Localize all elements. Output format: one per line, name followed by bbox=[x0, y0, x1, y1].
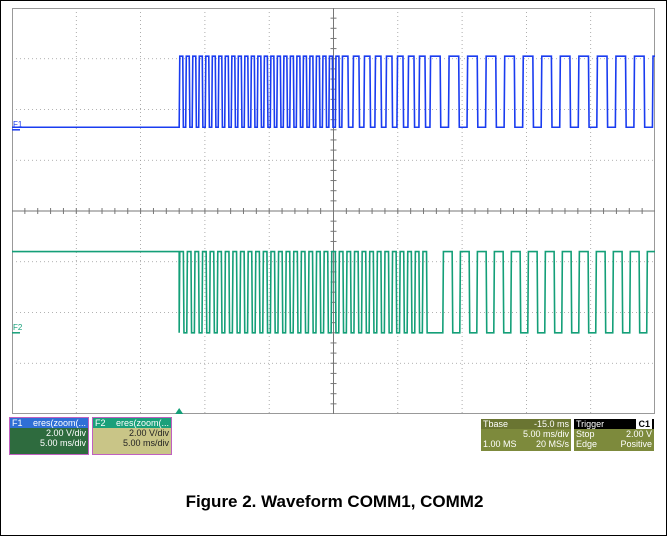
tbase-time: 5.00 ms/div bbox=[522, 429, 569, 439]
f2-name: eres(zoom(... bbox=[115, 418, 169, 428]
f1-scale: 2.00 V/div bbox=[45, 428, 86, 438]
trigger-channel: C1 bbox=[636, 419, 652, 429]
f1-label: F1 bbox=[12, 418, 23, 428]
tbase-rate: 20 MS/s bbox=[535, 439, 569, 449]
tbase-label: Tbase bbox=[483, 419, 509, 429]
figure-caption: Figure 2. Waveform COMM1, COMM2 bbox=[185, 492, 484, 511]
trigger-position-marker bbox=[175, 408, 184, 414]
trigger-panel[interactable]: Trigger C1 Stop 2.00 V Edge Positive bbox=[574, 419, 654, 451]
f1-time: 5.00 ms/div bbox=[39, 438, 86, 448]
timebase-panel[interactable]: Tbase -15.0 ms 5.00 ms/div 1.00 MS 20 MS/s bbox=[481, 419, 571, 451]
f2-label: F2 bbox=[95, 418, 106, 428]
f2-info-panel[interactable]: F2 eres(zoom(... 2.00 V/div 5.00 ms/div bbox=[92, 417, 172, 455]
f2-scale: 2.00 V/div bbox=[128, 428, 169, 438]
f2-time: 5.00 ms/div bbox=[122, 438, 169, 448]
scope-display: F1 F2 bbox=[12, 8, 655, 414]
trigger-slope: Positive bbox=[620, 439, 652, 449]
trace-label-f2: F2 bbox=[13, 323, 23, 332]
trigger-type: Edge bbox=[576, 439, 598, 449]
trace-f2 bbox=[12, 250, 655, 334]
trigger-mode: Stop bbox=[576, 429, 595, 439]
tbase-samples: 1.00 MS bbox=[483, 439, 517, 449]
trigger-label: Trigger bbox=[576, 419, 605, 429]
trigger-level: 2.00 V bbox=[625, 429, 652, 439]
tbase-value: -15.0 ms bbox=[533, 419, 569, 429]
f1-name: eres(zoom(... bbox=[32, 418, 86, 428]
f1-info-panel[interactable]: F1 eres(zoom(... 2.00 V/div 5.00 ms/div bbox=[9, 417, 89, 455]
trace-f1 bbox=[12, 55, 655, 129]
trace-label-f1: F1 bbox=[13, 120, 23, 129]
